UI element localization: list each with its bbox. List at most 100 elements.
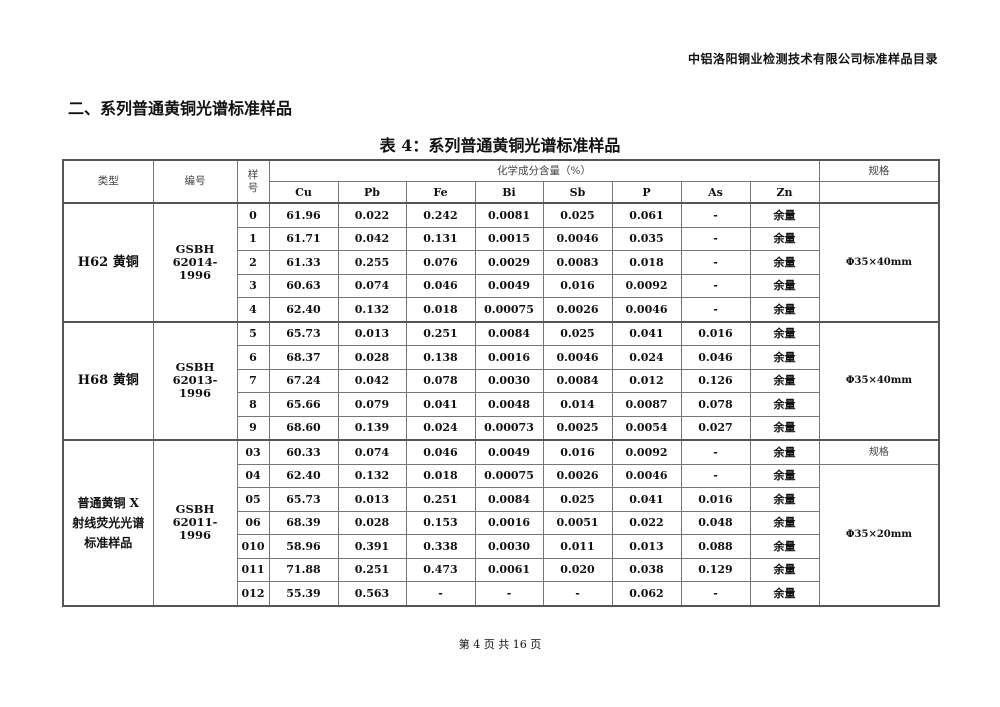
table-row: H62 黄铜 GSBH 62014-1996 0 61.96 0.022 0.242 0.0…: [62, 202, 940, 322]
spec-size: Φ35×40mm: [818, 320, 940, 441]
spec-size: Φ35×20mm: [818, 463, 940, 606]
header-element-fe: Fe: [405, 181, 476, 204]
value-fe: 0.018: [405, 297, 476, 322]
value-pb: 0.028: [337, 510, 407, 535]
value-as: -: [680, 439, 751, 465]
value-cu: 58.96: [268, 534, 339, 559]
value-zn: 余量: [749, 557, 820, 582]
value-zn: 余量: [749, 250, 820, 275]
value-p: 0.018: [611, 250, 682, 275]
value-fe: 0.131: [405, 226, 476, 251]
header-element-bi: Bi: [474, 181, 544, 204]
value-as: 0.048: [680, 510, 751, 535]
value-bi: 0.0049: [474, 273, 544, 298]
value-zn: 余量: [749, 439, 820, 465]
value-bi: 0.0048: [474, 392, 544, 417]
value-zn: 余量: [749, 487, 820, 512]
value-pb: 0.079: [337, 392, 407, 417]
value-sb: 0.0051: [542, 510, 613, 535]
value-bi: 0.0016: [474, 510, 544, 535]
value-zn: 余量: [749, 273, 820, 298]
value-as: -: [680, 297, 751, 322]
value-pb: 0.391: [337, 534, 407, 559]
value-bi: 0.0081: [474, 202, 544, 228]
value-sb: 0.0046: [542, 345, 613, 370]
value-as: -: [680, 581, 751, 606]
value-cu: 68.60: [268, 415, 339, 441]
value-zn: 余量: [749, 202, 820, 228]
value-cu: 67.24: [268, 368, 339, 393]
value-cu: 62.40: [268, 463, 339, 488]
value-sb: 0.0083: [542, 250, 613, 275]
value-bi: 0.00075: [474, 297, 544, 322]
value-bi: 0.0029: [474, 250, 544, 275]
value-as: -: [680, 463, 751, 488]
value-cu: 60.33: [268, 439, 339, 465]
value-as: 0.016: [680, 320, 751, 346]
value-zn: 余量: [749, 297, 820, 322]
header-composition: 化学成分含量（%）: [268, 159, 820, 182]
spec-label: 规格: [818, 439, 940, 465]
header-spec-blank: [818, 181, 940, 204]
value-zn: 余量: [749, 534, 820, 559]
sample-number: 06: [236, 510, 270, 535]
value-p: 0.0046: [611, 463, 682, 488]
sample-number: 6: [236, 345, 270, 370]
header-type: 类型: [62, 159, 154, 204]
table-caption: 表 4：系列普通黄铜光谱标准样品: [379, 136, 621, 155]
value-fe: 0.242: [405, 202, 476, 228]
value-as: 0.129: [680, 557, 751, 582]
document-header: 中铝洛阳铜业检测技术有限公司标准样品目录: [687, 52, 938, 66]
value-bi: 0.0015: [474, 226, 544, 251]
group-code: GSBH 62013-1996: [152, 320, 238, 441]
value-bi: 0.0084: [474, 487, 544, 512]
table-row: 012 55.39 0.563- - -0.062- 余量: [63, 581, 939, 606]
table-row: 6 68.37 0.028 0.138 0.0016 0.0046 0.024 0.046 余量: [63, 345, 939, 370]
spec-size: Φ35×40mm: [818, 202, 940, 322]
value-p: 0.038: [611, 557, 682, 582]
sample-number: 03: [236, 439, 270, 465]
value-pb: 0.022: [337, 202, 407, 228]
value-p: 0.0087: [611, 392, 682, 417]
group-code: GSBH 62014-1996: [152, 202, 238, 322]
value-bi: 0.0030: [474, 368, 544, 393]
value-cu: 62.40: [268, 297, 339, 322]
value-zn: 余量: [749, 226, 820, 251]
value-p: 0.0054: [611, 415, 682, 441]
table-row: H68 黄铜 GSBH 62013-1996 5 65.73 0.013 0.251 0.0…: [62, 320, 940, 441]
table-row: 011 71.88 0.251 0.473 0.0061 0.020 0.038 0.129 余…: [63, 557, 939, 582]
value-as: 0.046: [680, 345, 751, 370]
value-cu: 65.73: [268, 487, 339, 512]
value-fe: 0.046: [405, 439, 476, 465]
table-row: 010 58.96 0.391 0.338 0.0030 0.011 0.013 0.088 余…: [63, 534, 939, 559]
value-fe: 0.251: [405, 487, 476, 512]
value-zn: 余量: [749, 392, 820, 417]
group-type: H68 黄铜: [62, 320, 154, 441]
value-sb: 0.0026: [542, 297, 613, 322]
value-pb: 0.074: [337, 273, 407, 298]
section-title: 二、系列普通黄铜光谱标准样品: [68, 99, 293, 118]
header-element-sb: Sb: [542, 181, 613, 204]
value-sb: 0.016: [542, 273, 613, 298]
value-as: 0.088: [680, 534, 751, 559]
value-cu: 61.33: [268, 250, 339, 275]
value-as: 0.126: [680, 368, 751, 393]
header-code: 编号: [152, 159, 238, 204]
value-pb: 0.013: [337, 487, 407, 512]
value-fe: 0.041: [405, 392, 476, 417]
table-row: 1 61.71 0.042 0.131 0.0015 0.0046 0.035- 余量: [63, 226, 939, 251]
value-zn: 余量: [749, 581, 820, 606]
composition-table: 类型 编号 样号 化学成分含量（%） 规格 Cu Pb Fe Bi Sb P As Zn H6…: [62, 159, 941, 607]
table-row: 7 67.24 0.042 0.078 0.0030 0.0084 0.012 0.126 余量: [63, 368, 939, 393]
value-fe: 0.076: [405, 250, 476, 275]
value-as: -: [680, 273, 751, 298]
value-as: 0.016: [680, 487, 751, 512]
value-pb: 0.132: [337, 297, 407, 322]
value-fe: 0.024: [405, 415, 476, 441]
value-pb: 0.028: [337, 345, 407, 370]
value-sb: 0.0025: [542, 415, 613, 441]
value-p: 0.041: [611, 320, 682, 346]
sample-number: 1: [236, 226, 270, 251]
group-type: 普通黄铜 X 射线荧光光谱标准样品: [62, 439, 154, 606]
table-row: 04 62.40 0.132 0.018 0.00075 0.0026 0.0046- 余量 Φ…: [63, 463, 940, 606]
